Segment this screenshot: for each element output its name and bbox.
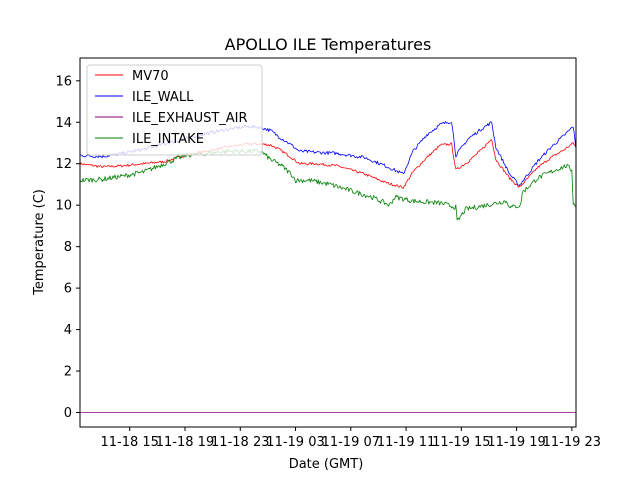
series-line-ile-intake [80,148,576,221]
legend-label: ILE_EXHAUST_AIR [132,111,248,126]
y-tick-label: 14 [55,116,72,131]
legend-label: ILE_INTAKE [132,132,204,147]
x-tick-label: 11-19 11 [377,435,435,450]
y-tick-label: 10 [55,199,72,214]
x-tick-label: 11-19 23 [543,435,601,450]
series-group [80,121,576,413]
x-tick-label: 11-19 07 [322,435,380,450]
x-tick-label: 11-18 23 [211,435,269,450]
x-tick-label: 11-19 15 [432,435,490,450]
x-tick-label: 11-19 03 [266,435,324,450]
y-tick-label: 12 [55,157,72,172]
y-axis-label: Temperature (C) [32,189,47,296]
legend-label: ILE_WALL [132,90,194,105]
y-tick-label: 16 [55,74,72,89]
y-axis: 0 2 4 6 8 10 12 14 16 [55,74,80,421]
legend-label: MV70 [132,69,169,84]
series-line-mv70 [80,139,576,189]
y-tick-label: 2 [64,365,72,380]
y-tick-label: 0 [64,406,72,421]
legend-box [86,64,263,156]
y-tick-label: 4 [64,323,72,338]
plot-frame [79,57,577,428]
y-tick-label: 8 [64,240,72,255]
y-tick-label: 6 [64,282,72,297]
legend: MV70 ILE_WALL ILE_EXHAUST_AIR ILE_INTAKE [86,64,263,156]
x-tick-label: 11-18 19 [156,435,214,450]
x-axis-label: Date (GMT) [289,457,364,472]
x-tick-label: 11-18 15 [101,435,159,450]
x-tick-label: 11-19 19 [487,435,545,450]
chart-title: APOLLO ILE Temperatures [225,35,432,54]
